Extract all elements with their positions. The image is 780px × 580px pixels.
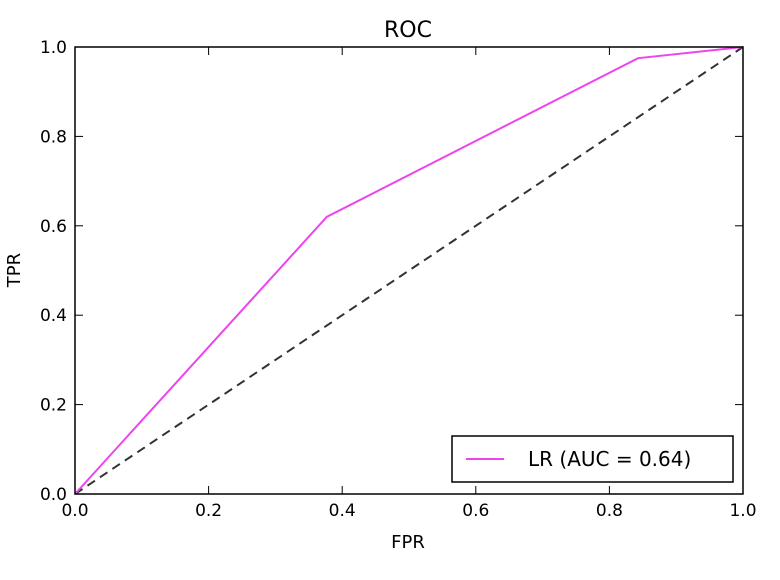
- x-tick-label: 0.6: [462, 501, 489, 521]
- y-axis-label: TPR: [4, 253, 25, 288]
- reference-diagonal-line: [74, 46, 744, 495]
- x-tick-label: 0.0: [61, 501, 88, 521]
- x-tick-label: 0.8: [596, 501, 623, 521]
- axes-frame: [74, 46, 744, 495]
- y-tick-label: 0.6: [40, 217, 67, 237]
- y-tick-label: 0.0: [40, 485, 67, 505]
- x-tick-label: 0.2: [195, 501, 222, 521]
- x-tick-label: 0.4: [329, 501, 356, 521]
- y-tick-label: 0.4: [40, 306, 67, 326]
- chart-title: ROC: [384, 18, 432, 43]
- plot-area: 0.0 0.2 0.4 0.6 0.8 1.0 0.0 0.2 0.4 0.6 0.8 1.0 LR (…: [40, 38, 757, 521]
- x-axis-label: FPR: [391, 532, 425, 553]
- y-tick-label: 0.8: [40, 127, 67, 147]
- y-tick-label: 0.2: [40, 396, 67, 416]
- x-tick-label: 1.0: [729, 501, 756, 521]
- y-tick-label: 1.0: [40, 38, 67, 58]
- legend-label-0: LR (AUC = 0.64): [528, 447, 691, 471]
- series-line-0: [74, 46, 744, 495]
